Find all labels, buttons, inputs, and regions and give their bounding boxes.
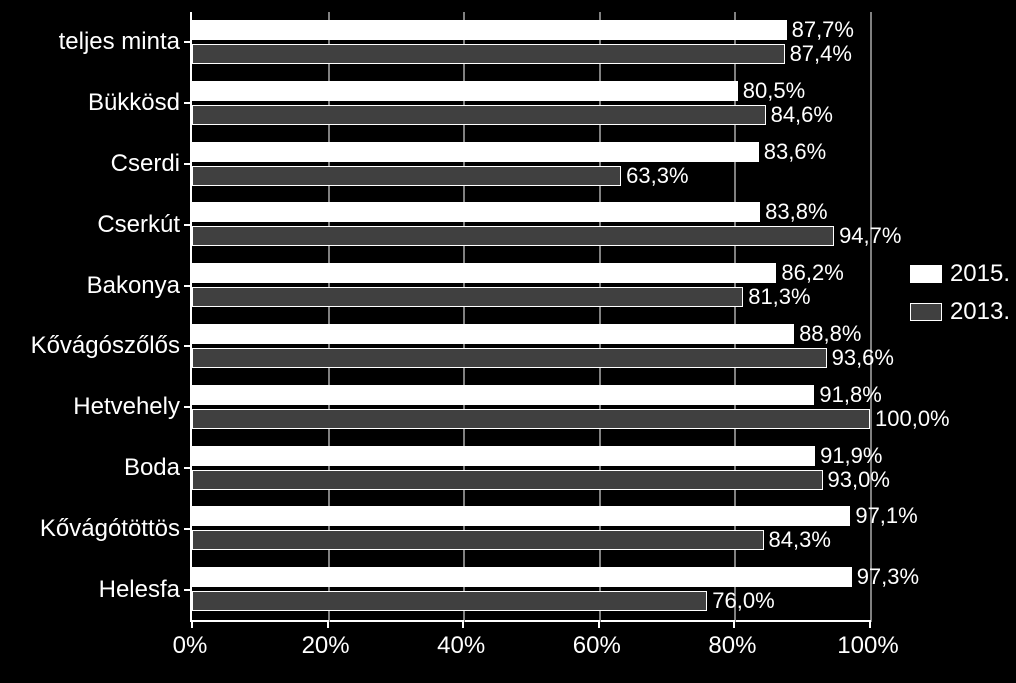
bar-value-label: 76,0% [712,588,774,614]
bar-row: 86,2%81,3% [192,255,870,316]
bar-value-label: 84,3% [769,527,831,553]
bar-value-label: 84,6% [771,102,833,128]
chart-legend: 2015. 2013. [910,260,1010,336]
category-label: Kővágószőlős [31,332,180,360]
bar-s2013: 94,7% [192,226,834,246]
x-tick-label: 60% [573,632,621,660]
category-label: Kővágótöttös [40,515,180,543]
bar-value-label: 63,3% [626,163,688,189]
y-tick [184,224,192,226]
bar-value-label: 97,1% [855,503,917,529]
legend-item-2013: 2013. [910,298,1010,326]
category-label: Boda [124,454,180,482]
bar-s2015: 83,6% [192,142,759,162]
x-tick-label: 20% [302,632,350,660]
bar-row: 97,1%84,3% [192,498,870,559]
bar-s2015: 97,1% [192,506,850,526]
bar-s2013: 100,0% [192,409,870,429]
bar-row: 91,8% 100,0% [192,377,870,438]
category-label: Cserdi [111,150,180,178]
bar-s2015: 83,8% [192,202,760,222]
bar-row: 91,9% 93,0% [192,438,870,499]
category-label: Helesfa [99,576,180,604]
bar-value-label: 87,4% [790,41,852,67]
category-label: Bükkösd [88,89,180,117]
bar-value-label: 88,8% [799,321,861,347]
bar-value-label: 81,3% [748,284,810,310]
legend-label: 2013. [950,298,1010,326]
bar-s2013: 84,6% [192,105,766,125]
bar-value-label: 94,7% [839,223,901,249]
x-tick [733,620,735,628]
bar-s2013: 76,0% [192,591,707,611]
bar-value-label: 93,0% [828,467,890,493]
x-tick [869,620,871,628]
y-tick [184,345,192,347]
y-tick [184,467,192,469]
bar-s2015: 88,8% [192,324,794,344]
x-tick-label: 0% [173,632,208,660]
y-tick [184,41,192,43]
category-label: Cserkút [97,211,180,239]
legend-item-2015: 2015. [910,260,1010,288]
category-label: Bakonya [87,272,180,300]
bar-s2013: 63,3% [192,166,621,186]
bar-s2013: 93,6% [192,348,827,368]
bar-s2013: 84,3% [192,530,764,550]
bar-value-label: 80,5% [743,78,805,104]
bar-s2015: 86,2% [192,263,776,283]
bar-s2015: 80,5% [192,81,738,101]
bar-row: 97,3%76,0% [192,559,870,620]
y-tick [184,163,192,165]
plot-area: 87,7%87,4%80,5%84,6%83,6%63,3%83,8%94,7%… [190,12,870,622]
gridline [870,12,872,622]
y-tick [184,528,192,530]
chart-container: teljes minta Bükkösd Cserdi Cserkút Bakonya K… [0,0,1016,683]
bar-row: 83,6%63,3% [192,134,870,195]
x-tick-label: 40% [437,632,485,660]
bar-row: 88,8%93,6% [192,316,870,377]
x-tick [191,620,193,628]
bar-row: 80,5%84,6% [192,73,870,134]
bar-value-label: 91,9% [820,443,882,469]
y-tick [184,589,192,591]
bar-value-label: 93,6% [832,345,894,371]
bar-value-label: 83,8% [765,199,827,225]
bar-value-label: 86,2% [781,260,843,286]
x-tick [327,620,329,628]
bar-s2013: 81,3% [192,287,743,307]
bar-value-label: 91,8% [819,382,881,408]
bar-s2013: 87,4% [192,44,785,64]
bar-value-label: 87,7% [792,17,854,43]
bar-s2015: 87,7% [192,20,787,40]
bar-s2013: 93,0% [192,470,823,490]
bar-row: 87,7%87,4% [192,12,870,73]
x-tick-label: 80% [708,632,756,660]
category-label: teljes minta [59,28,180,56]
bar-row: 83,8%94,7% [192,194,870,255]
x-axis-labels: 0%20%40%60%80%100% [190,628,870,668]
y-tick [184,285,192,287]
legend-swatch-icon [910,303,942,321]
legend-swatch-icon [910,265,942,283]
y-tick [184,102,192,104]
legend-label: 2015. [950,260,1010,288]
y-tick [184,406,192,408]
category-label: Hetvehely [73,393,180,421]
bar-value-label: 100,0% [875,406,950,432]
bar-value-label: 83,6% [764,139,826,165]
bar-s2015: 91,9% [192,446,815,466]
bar-value-label: 97,3% [857,564,919,590]
bar-s2015: 97,3% [192,567,852,587]
x-tick [598,620,600,628]
x-tick [462,620,464,628]
x-tick-label: 100% [837,632,898,660]
bar-s2015: 91,8% [192,385,814,405]
